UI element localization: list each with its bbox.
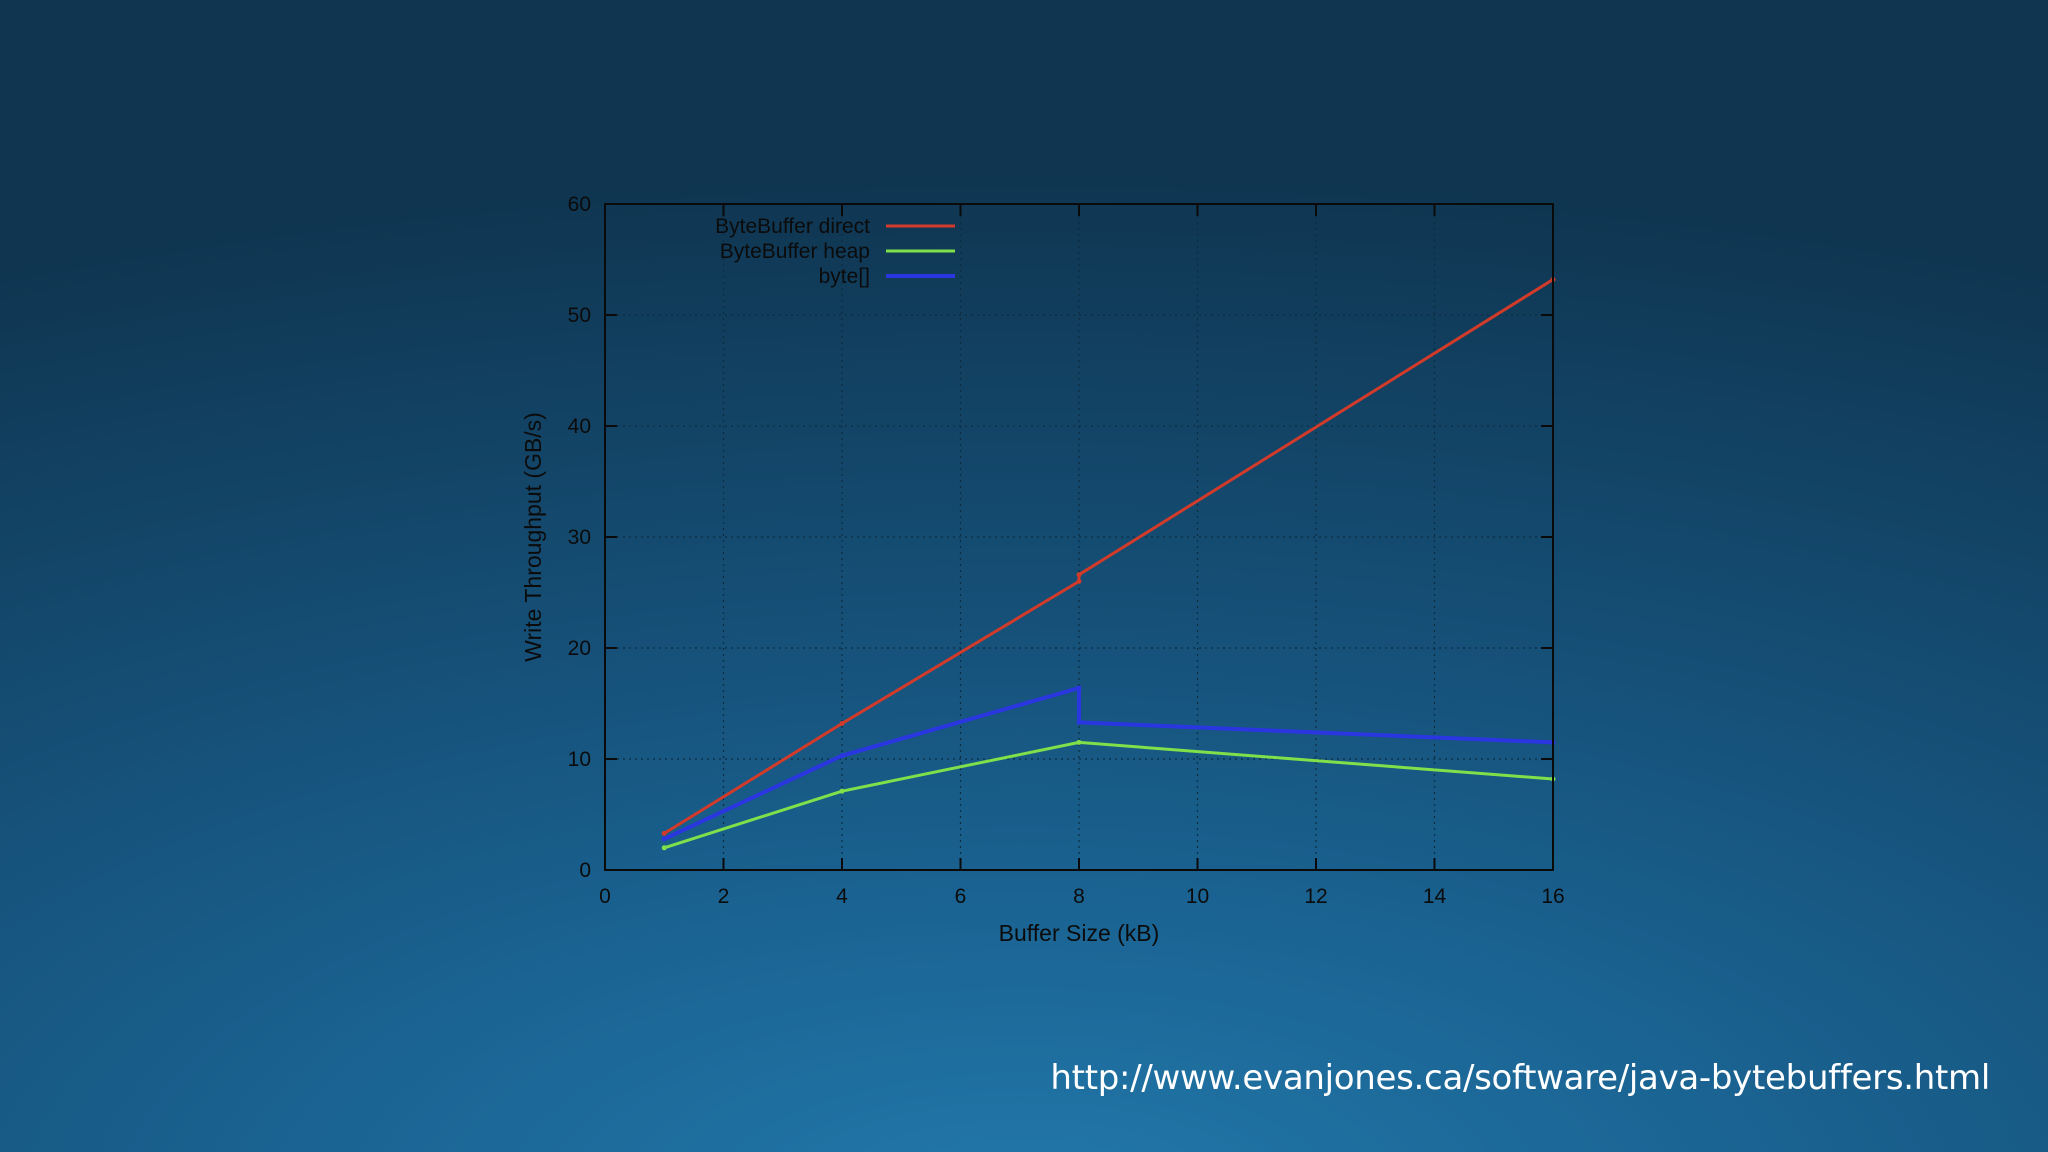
y-axis-title: Write Throughput (GB/s) — [520, 412, 546, 662]
data-point — [839, 753, 845, 759]
axis-ticks: 0 2 4 6 8 10 12 14 16 0 10 20 30 40 50 60 — [568, 193, 1565, 908]
series-line-0 — [663, 278, 1554, 835]
data-point — [661, 830, 667, 836]
y-tick-label: 50 — [568, 304, 591, 327]
legend-label: ByteBuffer direct — [715, 215, 870, 238]
x-tick-label: 0 — [599, 885, 611, 908]
data-point — [1076, 719, 1082, 725]
x-tick-label: 12 — [1304, 885, 1327, 908]
y-tick-label: 40 — [568, 415, 591, 438]
y-tick-label: 0 — [579, 859, 591, 882]
x-tick-label: 14 — [1423, 885, 1447, 908]
series-lines — [661, 276, 1556, 851]
x-tick-label: 6 — [955, 885, 967, 908]
data-point — [1076, 739, 1082, 745]
legend-label: ByteBuffer heap — [720, 240, 870, 263]
y-tick-label: 10 — [568, 748, 591, 771]
data-point — [1076, 685, 1082, 691]
grid — [605, 204, 1553, 870]
data-point — [839, 788, 845, 794]
data-point — [661, 836, 667, 842]
x-axis-title: Buffer Size (kB) — [999, 920, 1160, 946]
x-tick-label: 10 — [1186, 885, 1209, 908]
y-tick-label: 20 — [568, 637, 591, 660]
series-line-2 — [663, 686, 1554, 841]
x-tick-label: 4 — [836, 885, 848, 908]
x-tick-label: 8 — [1073, 885, 1085, 908]
legend-label: byte[] — [819, 265, 870, 288]
data-point — [1076, 572, 1082, 578]
data-point — [661, 845, 667, 851]
x-tick-label: 2 — [718, 885, 730, 908]
y-tick-label: 60 — [568, 193, 591, 216]
source-link[interactable]: http://www.evanjones.ca/software/java-by… — [1050, 1058, 1990, 1098]
x-tick-label: 16 — [1541, 885, 1564, 908]
data-point — [839, 720, 845, 726]
data-point — [1076, 578, 1082, 584]
y-tick-label: 30 — [568, 526, 591, 549]
series-line-1 — [663, 740, 1554, 850]
